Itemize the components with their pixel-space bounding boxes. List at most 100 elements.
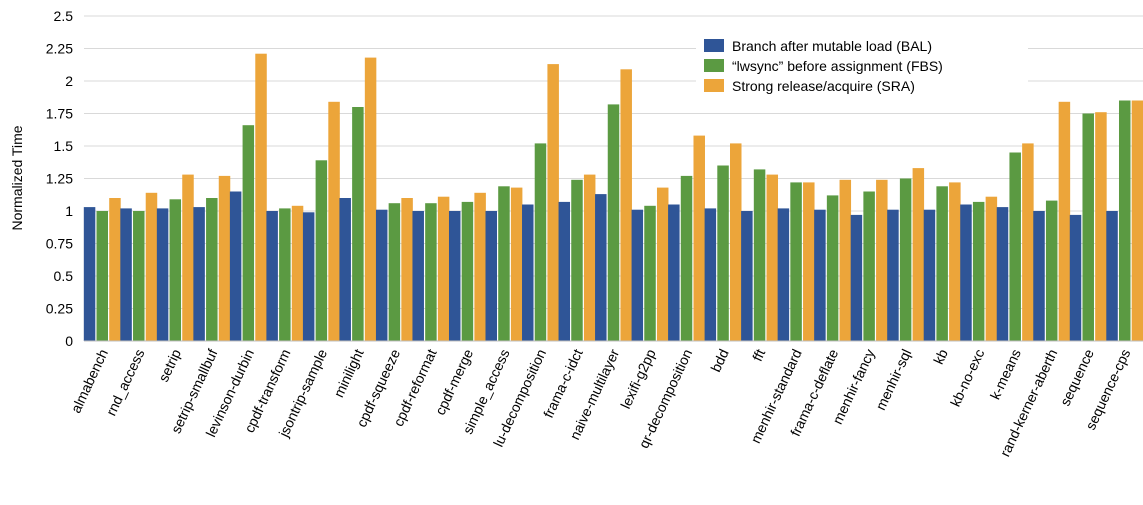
bar-fbs <box>534 143 547 341</box>
bar-fbs <box>1118 100 1131 341</box>
bar-fbs <box>315 160 328 341</box>
x-tick-label: sequence <box>1057 346 1097 408</box>
legend-label: “lwsync” before assignment (FBS) <box>732 58 943 74</box>
legend-swatch <box>704 59 724 72</box>
bar-fbs <box>607 104 620 342</box>
bar-sra <box>218 175 231 341</box>
x-tick-label: kb <box>930 346 951 366</box>
bar-fbs <box>133 211 145 341</box>
y-tick-label: 0.5 <box>54 268 74 284</box>
bar-sra <box>876 179 888 341</box>
bar-sra <box>474 192 486 341</box>
bar-sra <box>401 198 413 341</box>
bar-bal <box>229 191 242 341</box>
bar-fbs <box>206 198 218 341</box>
y-tick-label: 0.75 <box>46 236 73 252</box>
bar-sra <box>693 135 705 341</box>
x-tick-label: almabench <box>68 347 111 416</box>
bar-fbs <box>96 211 109 341</box>
y-tick-label: 1 <box>65 203 73 219</box>
bar-bal <box>339 198 351 341</box>
bar-bal <box>558 201 571 341</box>
bar-sra <box>839 179 852 341</box>
bar-sra <box>730 143 742 341</box>
bar-bal <box>887 209 899 341</box>
bar-sra <box>547 64 559 341</box>
bar-sra <box>1058 101 1071 341</box>
bar-bal <box>960 204 972 341</box>
bar-fbs <box>498 186 510 341</box>
bar-bal <box>996 207 1009 341</box>
bar-fbs <box>388 203 401 341</box>
y-tick-label: 1.5 <box>54 138 74 154</box>
x-tick-label: lexifi-g2pp <box>617 346 659 411</box>
bar-bal <box>412 211 424 341</box>
bar-fbs <box>425 203 437 341</box>
bar-bal <box>1033 211 1045 341</box>
legend-label: Strong release/acquire (SRA) <box>732 78 915 94</box>
bar-bal <box>631 209 644 341</box>
bar-fbs <box>972 201 985 341</box>
bar-sra <box>145 192 158 341</box>
bar-bal <box>814 209 826 341</box>
bar-fbs <box>169 199 182 341</box>
bar-bal <box>83 207 96 341</box>
bar-bal <box>266 211 278 341</box>
bar-bal <box>923 209 936 341</box>
bar-bal <box>668 204 680 341</box>
bar-fbs <box>863 191 875 341</box>
bar-bal <box>1106 211 1118 341</box>
bar-fbs <box>1009 152 1021 341</box>
x-tick-label: k-means <box>987 347 1024 402</box>
bar-bal <box>448 211 461 341</box>
x-tick-label: bdd <box>707 347 731 375</box>
legend: Branch after mutable load (BAL) “lwsync” … <box>696 33 1028 101</box>
y-axis-title: Normalized Time <box>9 125 25 230</box>
bar-fbs <box>790 182 802 341</box>
bar-sra <box>766 174 779 341</box>
x-tick-label: minilight <box>330 346 366 399</box>
bar-fbs <box>644 205 656 341</box>
y-tick-label: 1.25 <box>46 171 73 187</box>
bar-bal <box>156 208 169 341</box>
bar-sra <box>803 182 815 341</box>
bar-sra <box>291 205 304 341</box>
bar-sra <box>620 69 632 342</box>
bar-bal <box>1069 214 1082 341</box>
bar-fbs <box>571 179 583 341</box>
y-tick-label: 2.25 <box>46 41 73 57</box>
bar-bal <box>522 204 534 341</box>
y-tick-label: 2 <box>65 73 73 89</box>
bar-bal <box>850 214 863 341</box>
bar-bal <box>595 194 607 341</box>
bar-fbs <box>1045 200 1058 341</box>
bar-fbs <box>826 195 839 341</box>
bar-sra <box>182 174 194 341</box>
bar-bal <box>777 208 790 341</box>
bar-sra <box>1131 100 1143 341</box>
bar-bal <box>120 208 132 341</box>
bar-sra <box>109 198 121 341</box>
bar-sra <box>656 187 669 341</box>
bar-fbs <box>461 201 474 341</box>
y-tick-label: 0.25 <box>46 301 73 317</box>
bar-bal <box>741 211 753 341</box>
x-tick-label: kb-no-exc <box>947 347 987 409</box>
x-tick-label: setrip <box>155 346 184 384</box>
y-tick-label: 1.75 <box>46 106 73 122</box>
bar-sra <box>437 196 450 341</box>
bar-sra <box>985 196 998 341</box>
bar-fbs <box>753 169 766 341</box>
bar-fbs <box>680 175 693 341</box>
bar-fbs <box>899 178 912 341</box>
bar-sra <box>1022 143 1034 341</box>
bar-bal <box>193 207 205 341</box>
bar-bal <box>302 212 315 341</box>
bar-sra <box>912 168 925 341</box>
bar-bal <box>704 208 717 341</box>
y-tick-label: 0 <box>65 333 73 349</box>
bar-fbs <box>352 107 364 341</box>
bar-bal <box>485 211 497 341</box>
bar-fbs <box>936 186 948 341</box>
